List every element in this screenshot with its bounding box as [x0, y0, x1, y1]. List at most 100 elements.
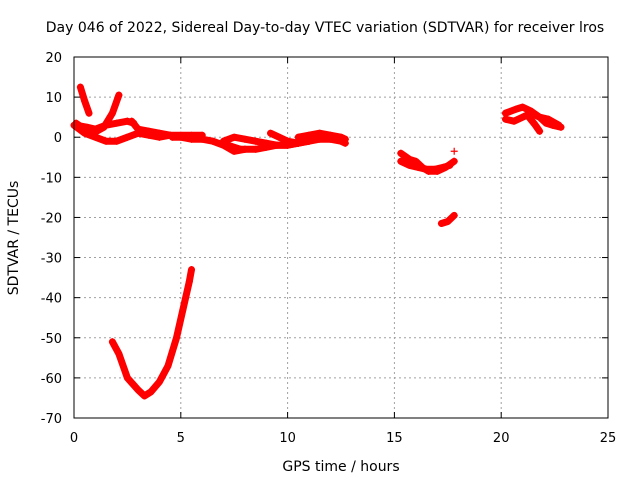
data-point — [241, 135, 249, 143]
series-arc17 — [501, 109, 565, 131]
data-series — [70, 83, 565, 400]
series-arc18 — [525, 113, 544, 135]
series-line — [108, 266, 195, 400]
x-tick-label: 15 — [386, 431, 403, 446]
data-point — [510, 117, 518, 125]
data-point — [187, 135, 195, 143]
series-arc9 — [267, 129, 349, 147]
series-arc15 — [437, 211, 458, 227]
data-point — [536, 113, 544, 121]
data-point — [446, 161, 454, 169]
data-point — [147, 388, 155, 396]
y-tick-label: -50 — [41, 332, 62, 347]
data-point — [262, 143, 270, 151]
series-arc1 — [76, 83, 93, 117]
data-point — [316, 129, 324, 137]
y-tick-label: 0 — [54, 131, 62, 146]
axis-ticks: 0 5 10 15 20 25 20 10 0 -10 -20 -30 -40 -50 -60 -70 — [41, 51, 617, 446]
series-arc5 — [128, 117, 174, 139]
data-point — [102, 137, 110, 145]
data-point — [542, 119, 550, 127]
data-point — [252, 137, 260, 145]
data-point — [123, 374, 131, 382]
data-point — [91, 133, 99, 141]
data-point — [397, 149, 405, 157]
x-tick-label: 5 — [177, 431, 185, 446]
data-point — [164, 362, 172, 370]
x-tick-label: 25 — [600, 431, 617, 446]
data-point — [294, 133, 302, 141]
x-axis-label: GPS time / hours — [282, 459, 399, 475]
data-point — [209, 137, 217, 145]
data-point — [198, 135, 206, 143]
data-point — [177, 133, 185, 141]
y-tick-label: -20 — [41, 211, 62, 226]
data-point — [83, 123, 91, 131]
data-point — [115, 91, 123, 99]
y-tick-label: -10 — [41, 171, 62, 186]
y-axis-label: SDTVAR / TECUs — [6, 181, 22, 296]
data-point — [145, 127, 153, 135]
data-point — [108, 338, 116, 346]
data-point — [155, 129, 163, 137]
series-arc13 — [397, 157, 454, 173]
data-point — [305, 131, 313, 139]
data-point — [405, 161, 413, 169]
data-point — [337, 133, 345, 141]
x-tick-label: 10 — [279, 431, 296, 446]
y-tick-label: -70 — [41, 412, 62, 427]
data-point — [437, 219, 445, 227]
grid-lines — [74, 57, 608, 418]
data-point — [501, 109, 509, 117]
data-point — [414, 163, 422, 171]
data-point — [134, 386, 142, 394]
x-tick-label: 20 — [493, 431, 510, 446]
data-point — [326, 131, 334, 139]
data-point — [173, 334, 181, 342]
data-point — [115, 350, 123, 358]
data-point — [140, 392, 148, 400]
data-point — [557, 123, 565, 131]
data-point — [536, 127, 544, 135]
data-point — [422, 165, 430, 173]
data-point — [113, 119, 121, 127]
series-arc11 — [108, 266, 195, 400]
y-tick-label: -60 — [41, 372, 62, 387]
data-point — [501, 115, 509, 123]
series-arc14 — [450, 147, 458, 155]
data-point — [305, 137, 313, 145]
data-point — [113, 137, 121, 145]
data-point — [91, 125, 99, 133]
data-point — [531, 121, 539, 129]
data-point — [440, 163, 448, 171]
chart-title: Day 046 of 2022, Sidereal Day-to-day VTE… — [46, 20, 604, 36]
data-point — [450, 157, 458, 165]
y-tick-label: 20 — [45, 51, 62, 66]
data-point — [237, 145, 245, 153]
data-point — [519, 113, 527, 121]
data-point — [85, 109, 93, 117]
data-point — [548, 121, 556, 129]
data-point — [187, 266, 195, 274]
data-point — [431, 165, 439, 173]
data-point — [179, 306, 187, 314]
data-point — [134, 125, 142, 133]
data-point — [284, 137, 292, 145]
data-point — [252, 145, 260, 153]
data-point — [128, 117, 136, 125]
data-point — [273, 141, 281, 149]
data-point — [275, 133, 283, 141]
data-point — [224, 141, 232, 149]
data-point — [220, 137, 228, 145]
data-point — [185, 278, 193, 286]
data-point — [230, 133, 238, 141]
data-point — [155, 378, 163, 386]
data-point — [81, 129, 89, 137]
data-point — [525, 113, 533, 121]
y-tick-label: -30 — [41, 252, 62, 267]
data-point — [123, 133, 131, 141]
data-point — [341, 135, 349, 143]
data-point — [397, 157, 405, 165]
x-tick-label: 0 — [70, 431, 78, 446]
